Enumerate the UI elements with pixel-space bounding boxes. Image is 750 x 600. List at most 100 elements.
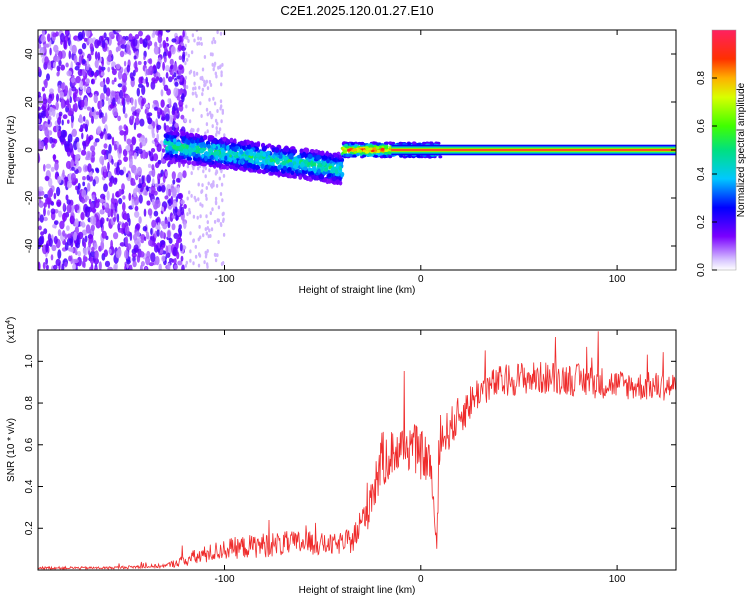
spectrogram-point xyxy=(51,143,55,149)
spectrogram-point xyxy=(88,198,92,205)
spectrogram-point xyxy=(53,154,56,162)
spectrogram-point xyxy=(179,205,182,212)
spectrogram-point xyxy=(151,198,155,206)
spectrogram-point xyxy=(38,66,41,73)
spectrogram-point xyxy=(45,264,49,270)
spectrogram-point xyxy=(58,59,62,67)
spectrogram-point xyxy=(156,143,162,152)
spectrogram-point xyxy=(426,155,431,158)
spectrogram-point xyxy=(220,70,223,75)
spectrogram-point xyxy=(218,127,222,132)
spectrogram-point xyxy=(46,73,50,81)
spectrogram-point xyxy=(118,197,123,205)
spectrogram-point xyxy=(175,177,181,183)
spectrogram-point xyxy=(75,136,80,143)
snr-y-tick-label: 1.0 xyxy=(24,354,35,368)
spectrogram-point xyxy=(87,182,91,192)
spectrogram-point xyxy=(209,211,212,216)
spectrogram-point xyxy=(173,264,178,270)
spectrogram-point xyxy=(149,151,154,162)
spectrogram-point xyxy=(198,138,205,143)
spectrogram-point xyxy=(123,132,127,142)
spectrogram-point xyxy=(85,64,90,71)
spectrogram-point xyxy=(248,163,253,168)
spectrogram-point xyxy=(438,155,443,159)
spectrogram-point xyxy=(221,212,224,217)
spectrogram-point xyxy=(113,111,119,116)
spectrogram-x-ticks: -100 0 100 xyxy=(214,30,626,285)
spectrogram-point xyxy=(115,166,119,173)
spectrogram-point xyxy=(107,135,112,140)
spectrogram-point xyxy=(322,161,326,166)
spectrogram-point xyxy=(185,51,188,56)
spectrogram-point xyxy=(293,149,298,154)
spectrogram-point xyxy=(119,125,123,131)
spectrogram-point xyxy=(209,154,214,160)
spectrogram-point xyxy=(123,213,128,221)
spectrogram-point xyxy=(173,258,177,265)
spectrogram-point xyxy=(198,41,201,46)
spectrogram-point xyxy=(208,168,211,173)
spectrogram-point xyxy=(91,79,94,85)
spectrogram-point xyxy=(136,166,142,176)
spectrogram-point xyxy=(180,199,185,205)
spectrogram-point xyxy=(193,38,196,43)
spectrogram-point xyxy=(170,153,174,158)
spectrogram-point xyxy=(89,175,94,182)
spectrogram-point xyxy=(133,244,139,253)
spectrogram-point xyxy=(86,57,89,67)
snr-x-tick-label: 100 xyxy=(609,574,626,585)
spectrogram-point xyxy=(143,208,147,217)
spectrogram-point xyxy=(160,220,166,227)
spectrogram-point xyxy=(82,123,86,129)
spectrogram-point xyxy=(61,263,65,270)
spectrogram-point xyxy=(139,118,145,127)
spectrogram-point xyxy=(274,148,279,153)
snr-yscale-exp: 4 xyxy=(5,320,12,324)
spectrogram-point xyxy=(233,159,237,163)
spectrogram-point xyxy=(103,32,107,39)
spectrogram-point xyxy=(117,223,121,231)
spectrogram-point xyxy=(147,43,150,50)
spectrogram-point xyxy=(78,128,84,132)
spectrogram-point xyxy=(204,131,207,136)
spectrogram-point xyxy=(179,242,183,252)
spectrogram-point xyxy=(57,175,62,184)
spectrogram-point xyxy=(143,60,147,66)
spectrogram-point xyxy=(117,115,121,122)
spectrogram-point xyxy=(215,162,220,168)
spectrogram-point xyxy=(160,185,166,193)
spectrogram-point xyxy=(171,258,175,263)
spectrogram-point xyxy=(320,150,325,156)
spectrogram-point xyxy=(38,124,42,131)
spectrogram-point xyxy=(139,251,145,258)
spectrogram-point xyxy=(101,230,107,239)
spectrogram-point xyxy=(287,161,294,168)
spectrogram-point xyxy=(50,208,56,215)
spectrogram-point xyxy=(360,141,365,145)
spectrogram-point xyxy=(176,95,181,101)
colorbar-tick-label: 0.0 xyxy=(696,263,707,277)
spectrogram-point xyxy=(324,167,329,172)
spectrogram-point xyxy=(215,169,218,174)
spectrogram-point xyxy=(375,146,380,150)
spectrogram-point xyxy=(54,161,59,171)
spectrogram-point xyxy=(114,77,117,82)
spectrogram-point xyxy=(111,192,115,203)
spectrogram-point xyxy=(115,250,122,259)
spectrogram-point xyxy=(164,219,169,224)
spectrogram-point xyxy=(167,98,171,104)
spectrogram-point xyxy=(121,183,125,191)
spectrogram-point xyxy=(138,83,143,88)
spectrogram-point xyxy=(130,106,136,113)
spectrogram-point xyxy=(205,79,208,84)
spectrogram-point xyxy=(90,250,96,258)
spectrogram-point xyxy=(142,38,148,48)
spectrogram-point xyxy=(51,244,57,252)
spectrogram-point xyxy=(134,99,137,109)
spectrogram-point xyxy=(182,30,185,38)
spectrogram-point xyxy=(151,167,156,178)
spectrogram-point xyxy=(130,97,134,106)
spectrogram-point xyxy=(67,133,73,143)
spectrogram-point xyxy=(184,118,187,123)
